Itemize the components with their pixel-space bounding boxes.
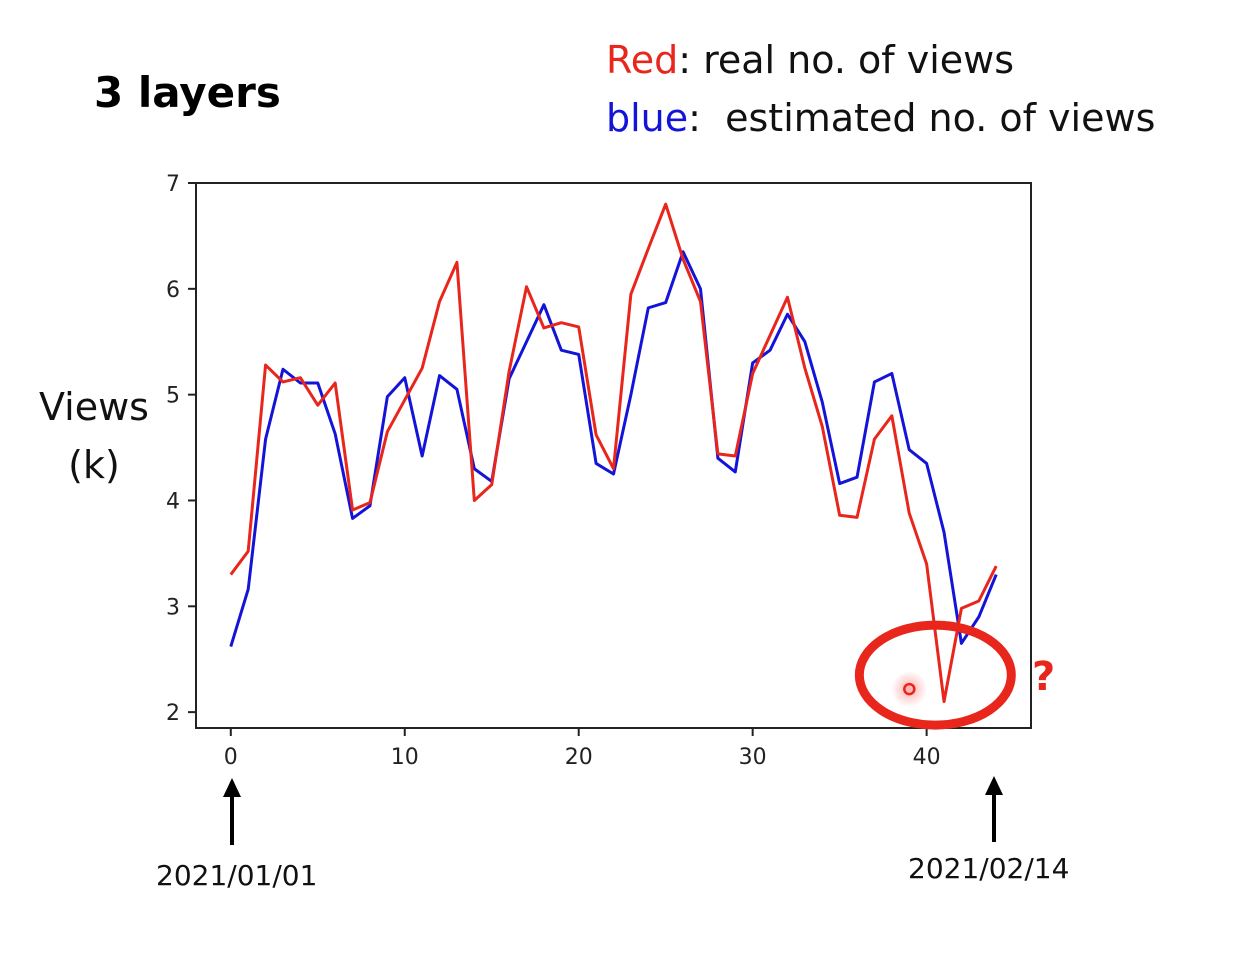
- slide-title: 3 layers: [94, 68, 281, 117]
- x-tick-label: 20: [565, 745, 593, 770]
- y-tick-label: 4: [166, 489, 180, 514]
- y-axis-title-line1: Views: [39, 385, 149, 429]
- x-tick-label: 0: [224, 745, 238, 770]
- y-tick-label: 2: [166, 701, 180, 726]
- start-date-label: 2021/01/01: [156, 859, 318, 892]
- series-line-estimated-views: [229, 250, 998, 647]
- plot-area-frame: [195, 182, 1032, 729]
- end-arrow-icon: [985, 776, 1003, 842]
- legend-red-keyword: Red: [606, 38, 679, 82]
- x-tick-label: 30: [739, 745, 767, 770]
- y-tick-label: 7: [166, 172, 180, 197]
- cursor-dot: [903, 682, 916, 696]
- y-tick-label: 3: [166, 595, 180, 620]
- question-mark-annotation: ?: [1032, 654, 1055, 700]
- x-tick-label: 40: [913, 745, 941, 770]
- legend-real-views: Red: real no. of views: [606, 38, 1014, 82]
- cursor-glow: [891, 671, 928, 708]
- y-tick-label: 5: [166, 384, 180, 409]
- legend-blue-text: : estimated no. of views: [688, 96, 1156, 140]
- y-axis-title-line2: (k): [68, 443, 120, 487]
- y-tick-label: 6: [166, 278, 180, 303]
- legend-blue-keyword: blue: [606, 96, 689, 140]
- start-arrow-icon: [223, 778, 241, 845]
- x-tick-label: 10: [391, 745, 419, 770]
- legend-estimated-views: blue: estimated no. of views: [606, 96, 1155, 140]
- y-axis-title: Views (k): [39, 385, 149, 487]
- series-line-real-views: [229, 202, 998, 704]
- legend-red-text: : real no. of views: [678, 38, 1015, 82]
- highlight-ellipse: [854, 620, 1016, 730]
- end-date-label: 2021/02/14: [908, 852, 1070, 885]
